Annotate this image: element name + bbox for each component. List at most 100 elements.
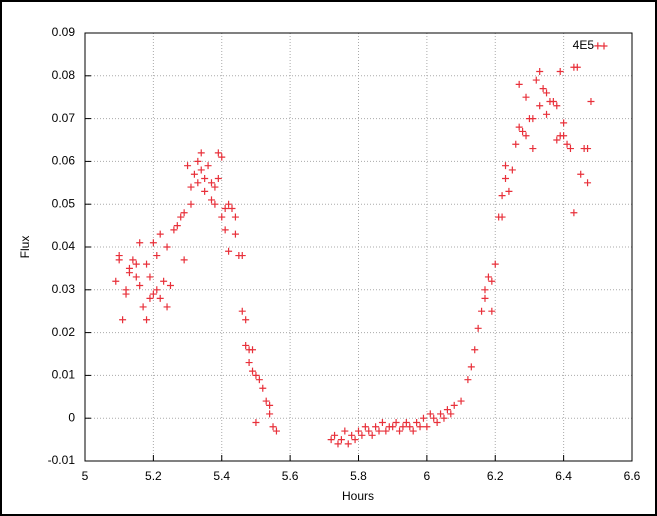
point: [396, 427, 404, 435]
point: [197, 166, 205, 174]
point: [269, 423, 277, 431]
point: [515, 80, 523, 88]
point: [491, 260, 499, 268]
point: [225, 247, 233, 255]
point: [539, 85, 547, 93]
point: [549, 97, 557, 105]
point: [351, 436, 359, 444]
y-tick-label: 0: [68, 410, 75, 424]
point: [255, 376, 263, 384]
point: [331, 431, 339, 439]
point: [372, 423, 380, 431]
point: [378, 418, 386, 426]
point: [249, 346, 257, 354]
point: [587, 97, 595, 105]
point: [177, 213, 185, 221]
point: [481, 294, 489, 302]
point: [450, 401, 458, 409]
y-tick-label: 0.08: [52, 68, 76, 82]
point: [502, 175, 510, 183]
x-tick-label: 5.2: [145, 469, 162, 483]
point: [375, 427, 383, 435]
point: [467, 363, 475, 371]
point: [392, 418, 400, 426]
point: [358, 431, 366, 439]
point: [498, 213, 506, 221]
point: [242, 341, 250, 349]
point: [187, 200, 195, 208]
point: [519, 127, 527, 135]
point: [139, 303, 147, 311]
point: [249, 367, 257, 375]
point: [197, 149, 205, 157]
point: [272, 427, 280, 435]
point: [132, 273, 140, 281]
point: [543, 89, 551, 97]
point: [259, 384, 267, 392]
point: [522, 93, 530, 101]
point: [402, 418, 410, 426]
point: [228, 204, 236, 212]
point: [115, 256, 123, 264]
point: [355, 427, 362, 435]
point: [406, 423, 414, 431]
point: [498, 192, 506, 200]
point: [194, 179, 202, 187]
point: [262, 397, 270, 405]
point: [170, 226, 178, 234]
point: [413, 418, 421, 426]
point: [426, 410, 434, 418]
point: [566, 145, 574, 153]
x-tick-label: 5: [82, 469, 89, 483]
point: [570, 209, 578, 217]
y-tick-label: 0.09: [52, 25, 76, 39]
point: [156, 230, 164, 238]
point: [136, 282, 144, 290]
point: [143, 260, 151, 268]
point: [163, 303, 171, 311]
point: [190, 170, 198, 178]
point: [437, 410, 445, 418]
point: [266, 410, 274, 418]
point: [207, 196, 215, 204]
y-tick-label: 0.01: [52, 368, 76, 382]
point: [218, 153, 226, 161]
point: [577, 170, 585, 178]
point: [423, 423, 431, 431]
point: [430, 414, 438, 422]
point: [180, 256, 188, 264]
point: [529, 145, 537, 153]
plot-area: [84, 32, 633, 462]
point: [173, 222, 181, 230]
point: [218, 213, 226, 221]
point: [543, 110, 551, 118]
point: [211, 200, 219, 208]
point: [207, 179, 215, 187]
point: [409, 427, 417, 435]
point: [488, 277, 496, 285]
point: [515, 123, 523, 131]
point: [464, 376, 472, 384]
x-tick-label: 5.8: [350, 469, 367, 483]
point: [382, 427, 390, 435]
x-tick-label: 6: [424, 469, 431, 483]
point: [163, 243, 171, 251]
point: [594, 42, 602, 50]
point: [584, 179, 592, 187]
point: [201, 187, 209, 195]
x-tick-label: 6.2: [487, 469, 504, 483]
point: [136, 239, 144, 247]
point: [553, 136, 561, 144]
point: [194, 157, 202, 165]
point: [214, 149, 222, 157]
point: [536, 68, 544, 76]
point: [484, 273, 492, 281]
point: [119, 316, 127, 324]
point: [348, 431, 356, 439]
x-tick-label: 6.4: [555, 469, 572, 483]
point: [502, 162, 510, 170]
y-tick-label: 0.02: [52, 325, 76, 339]
point: [242, 316, 250, 324]
x-tick-label: 5.4: [213, 469, 230, 483]
